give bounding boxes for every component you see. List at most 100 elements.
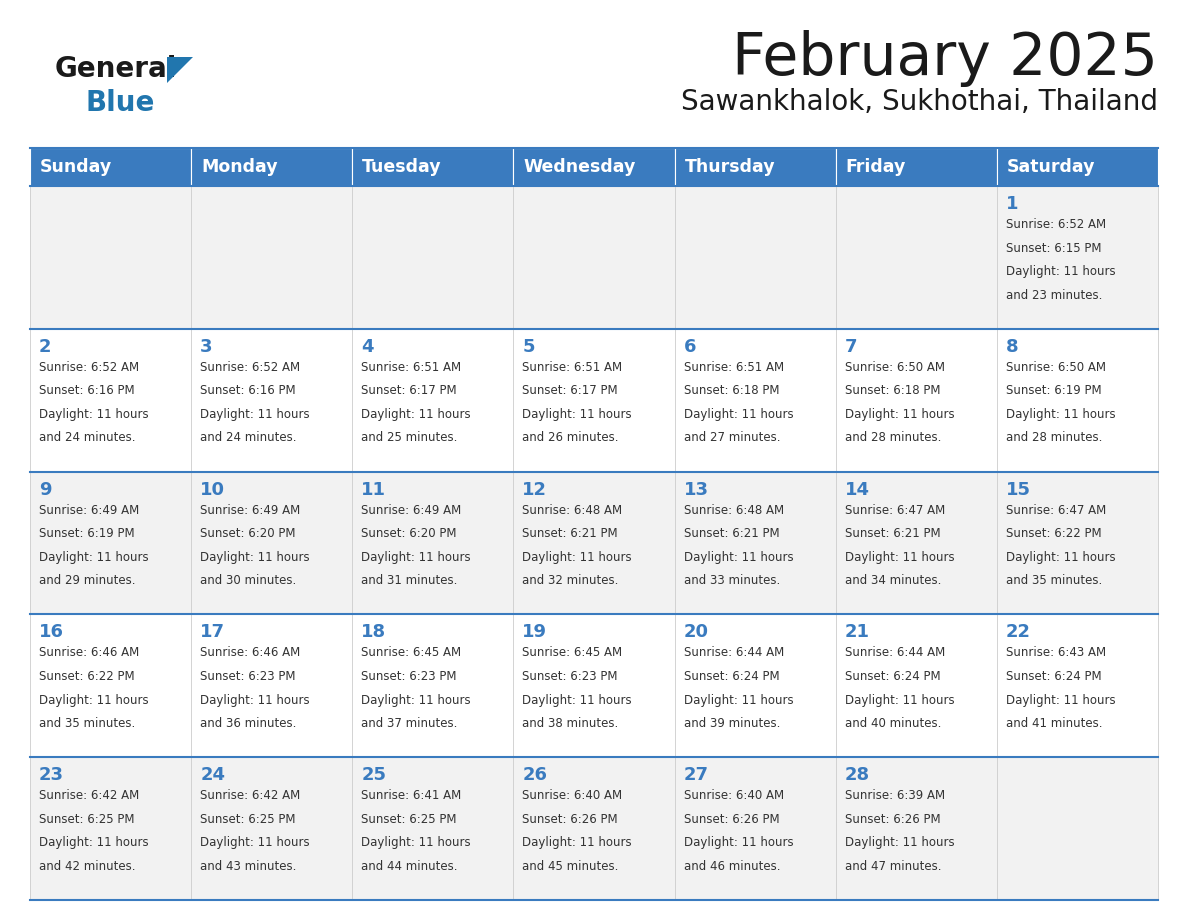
Text: and 24 minutes.: and 24 minutes. [200, 431, 297, 444]
Bar [30, 148, 191, 186]
Text: Sawankhalok, Sukhothai, Thailand: Sawankhalok, Sukhothai, Thailand [681, 88, 1158, 116]
Text: Sunrise: 6:49 AM: Sunrise: 6:49 AM [200, 504, 301, 517]
Text: 24: 24 [200, 767, 226, 784]
Text: Sunrise: 6:48 AM: Sunrise: 6:48 AM [683, 504, 784, 517]
Text: Sunrise: 6:51 AM: Sunrise: 6:51 AM [361, 361, 461, 374]
Text: Sunset: 6:23 PM: Sunset: 6:23 PM [361, 670, 456, 683]
Text: 6: 6 [683, 338, 696, 356]
Text: Sunset: 6:26 PM: Sunset: 6:26 PM [845, 812, 941, 826]
Text: Sunrise: 6:49 AM: Sunrise: 6:49 AM [361, 504, 461, 517]
Text: 28: 28 [845, 767, 870, 784]
Text: 12: 12 [523, 481, 548, 498]
Text: Sunrise: 6:47 AM: Sunrise: 6:47 AM [1006, 504, 1106, 517]
Text: Sunset: 6:25 PM: Sunset: 6:25 PM [361, 812, 456, 826]
Text: Sunrise: 6:52 AM: Sunrise: 6:52 AM [200, 361, 301, 374]
Text: 21: 21 [845, 623, 870, 642]
Text: Daylight: 11 hours: Daylight: 11 hours [1006, 551, 1116, 564]
Text: and 34 minutes.: and 34 minutes. [845, 575, 941, 588]
Text: Sunset: 6:24 PM: Sunset: 6:24 PM [683, 670, 779, 683]
Bar [30, 472, 1158, 614]
Text: and 36 minutes.: and 36 minutes. [200, 717, 297, 730]
Text: and 26 minutes.: and 26 minutes. [523, 431, 619, 444]
Text: Sunrise: 6:51 AM: Sunrise: 6:51 AM [523, 361, 623, 374]
Text: Daylight: 11 hours: Daylight: 11 hours [39, 408, 148, 421]
Text: Sunset: 6:25 PM: Sunset: 6:25 PM [39, 812, 134, 826]
Text: Sunset: 6:23 PM: Sunset: 6:23 PM [200, 670, 296, 683]
Text: Daylight: 11 hours: Daylight: 11 hours [683, 551, 794, 564]
Text: February 2025: February 2025 [732, 30, 1158, 87]
Text: 1: 1 [1006, 195, 1018, 213]
Text: Sunset: 6:21 PM: Sunset: 6:21 PM [523, 527, 618, 540]
Text: Daylight: 11 hours: Daylight: 11 hours [683, 693, 794, 707]
Text: Sunset: 6:21 PM: Sunset: 6:21 PM [683, 527, 779, 540]
Text: 20: 20 [683, 623, 708, 642]
Text: Sunset: 6:26 PM: Sunset: 6:26 PM [523, 812, 618, 826]
Text: Daylight: 11 hours: Daylight: 11 hours [1006, 693, 1116, 707]
Text: Sunset: 6:22 PM: Sunset: 6:22 PM [39, 670, 134, 683]
Bar [191, 148, 353, 186]
Text: Sunset: 6:17 PM: Sunset: 6:17 PM [523, 385, 618, 397]
Text: Daylight: 11 hours: Daylight: 11 hours [845, 408, 954, 421]
Text: and 45 minutes.: and 45 minutes. [523, 860, 619, 873]
Text: Sunrise: 6:47 AM: Sunrise: 6:47 AM [845, 504, 944, 517]
Text: Sunrise: 6:48 AM: Sunrise: 6:48 AM [523, 504, 623, 517]
Text: and 24 minutes.: and 24 minutes. [39, 431, 135, 444]
Text: Sunrise: 6:42 AM: Sunrise: 6:42 AM [39, 789, 139, 802]
Text: 18: 18 [361, 623, 386, 642]
Text: Sunrise: 6:52 AM: Sunrise: 6:52 AM [1006, 218, 1106, 231]
Text: Sunset: 6:15 PM: Sunset: 6:15 PM [1006, 241, 1101, 254]
Text: Saturday: Saturday [1007, 158, 1095, 176]
Bar [30, 614, 1158, 757]
Bar [30, 757, 1158, 900]
Text: Sunset: 6:23 PM: Sunset: 6:23 PM [523, 670, 618, 683]
Text: Daylight: 11 hours: Daylight: 11 hours [361, 693, 470, 707]
Text: Friday: Friday [846, 158, 906, 176]
Text: Sunrise: 6:52 AM: Sunrise: 6:52 AM [39, 361, 139, 374]
Text: Sunset: 6:16 PM: Sunset: 6:16 PM [39, 385, 134, 397]
Text: and 35 minutes.: and 35 minutes. [39, 717, 135, 730]
Text: Sunset: 6:19 PM: Sunset: 6:19 PM [39, 527, 134, 540]
Text: and 28 minutes.: and 28 minutes. [845, 431, 941, 444]
Text: Sunset: 6:19 PM: Sunset: 6:19 PM [1006, 385, 1101, 397]
Text: Daylight: 11 hours: Daylight: 11 hours [523, 408, 632, 421]
Text: Sunrise: 6:46 AM: Sunrise: 6:46 AM [200, 646, 301, 659]
Text: and 35 minutes.: and 35 minutes. [1006, 575, 1102, 588]
Text: 15: 15 [1006, 481, 1031, 498]
Text: and 46 minutes.: and 46 minutes. [683, 860, 781, 873]
Text: 5: 5 [523, 338, 535, 356]
Text: Daylight: 11 hours: Daylight: 11 hours [683, 408, 794, 421]
Text: 9: 9 [39, 481, 51, 498]
Bar [353, 148, 513, 186]
Text: 17: 17 [200, 623, 226, 642]
Text: Sunset: 6:17 PM: Sunset: 6:17 PM [361, 385, 457, 397]
Text: 27: 27 [683, 767, 708, 784]
Text: and 37 minutes.: and 37 minutes. [361, 717, 457, 730]
Bar [30, 186, 1158, 329]
Text: Sunrise: 6:42 AM: Sunrise: 6:42 AM [200, 789, 301, 802]
Text: and 33 minutes.: and 33 minutes. [683, 575, 779, 588]
Text: 16: 16 [39, 623, 64, 642]
Text: 7: 7 [845, 338, 858, 356]
Text: Daylight: 11 hours: Daylight: 11 hours [39, 551, 148, 564]
Text: Daylight: 11 hours: Daylight: 11 hours [200, 408, 310, 421]
Text: and 41 minutes.: and 41 minutes. [1006, 717, 1102, 730]
Text: Sunset: 6:18 PM: Sunset: 6:18 PM [683, 385, 779, 397]
Text: Sunrise: 6:39 AM: Sunrise: 6:39 AM [845, 789, 944, 802]
Text: Sunrise: 6:50 AM: Sunrise: 6:50 AM [845, 361, 944, 374]
Text: Daylight: 11 hours: Daylight: 11 hours [523, 693, 632, 707]
Text: Daylight: 11 hours: Daylight: 11 hours [39, 693, 148, 707]
Text: 25: 25 [361, 767, 386, 784]
Text: Sunset: 6:18 PM: Sunset: 6:18 PM [845, 385, 940, 397]
Text: 23: 23 [39, 767, 64, 784]
Bar [835, 148, 997, 186]
Text: Sunrise: 6:45 AM: Sunrise: 6:45 AM [361, 646, 461, 659]
Text: and 30 minutes.: and 30 minutes. [200, 575, 296, 588]
Text: 2: 2 [39, 338, 51, 356]
Bar [675, 148, 835, 186]
Text: Sunset: 6:24 PM: Sunset: 6:24 PM [845, 670, 941, 683]
Text: Daylight: 11 hours: Daylight: 11 hours [361, 551, 470, 564]
Polygon shape [168, 57, 192, 83]
Text: and 44 minutes.: and 44 minutes. [361, 860, 457, 873]
Text: Sunrise: 6:43 AM: Sunrise: 6:43 AM [1006, 646, 1106, 659]
Text: and 39 minutes.: and 39 minutes. [683, 717, 781, 730]
